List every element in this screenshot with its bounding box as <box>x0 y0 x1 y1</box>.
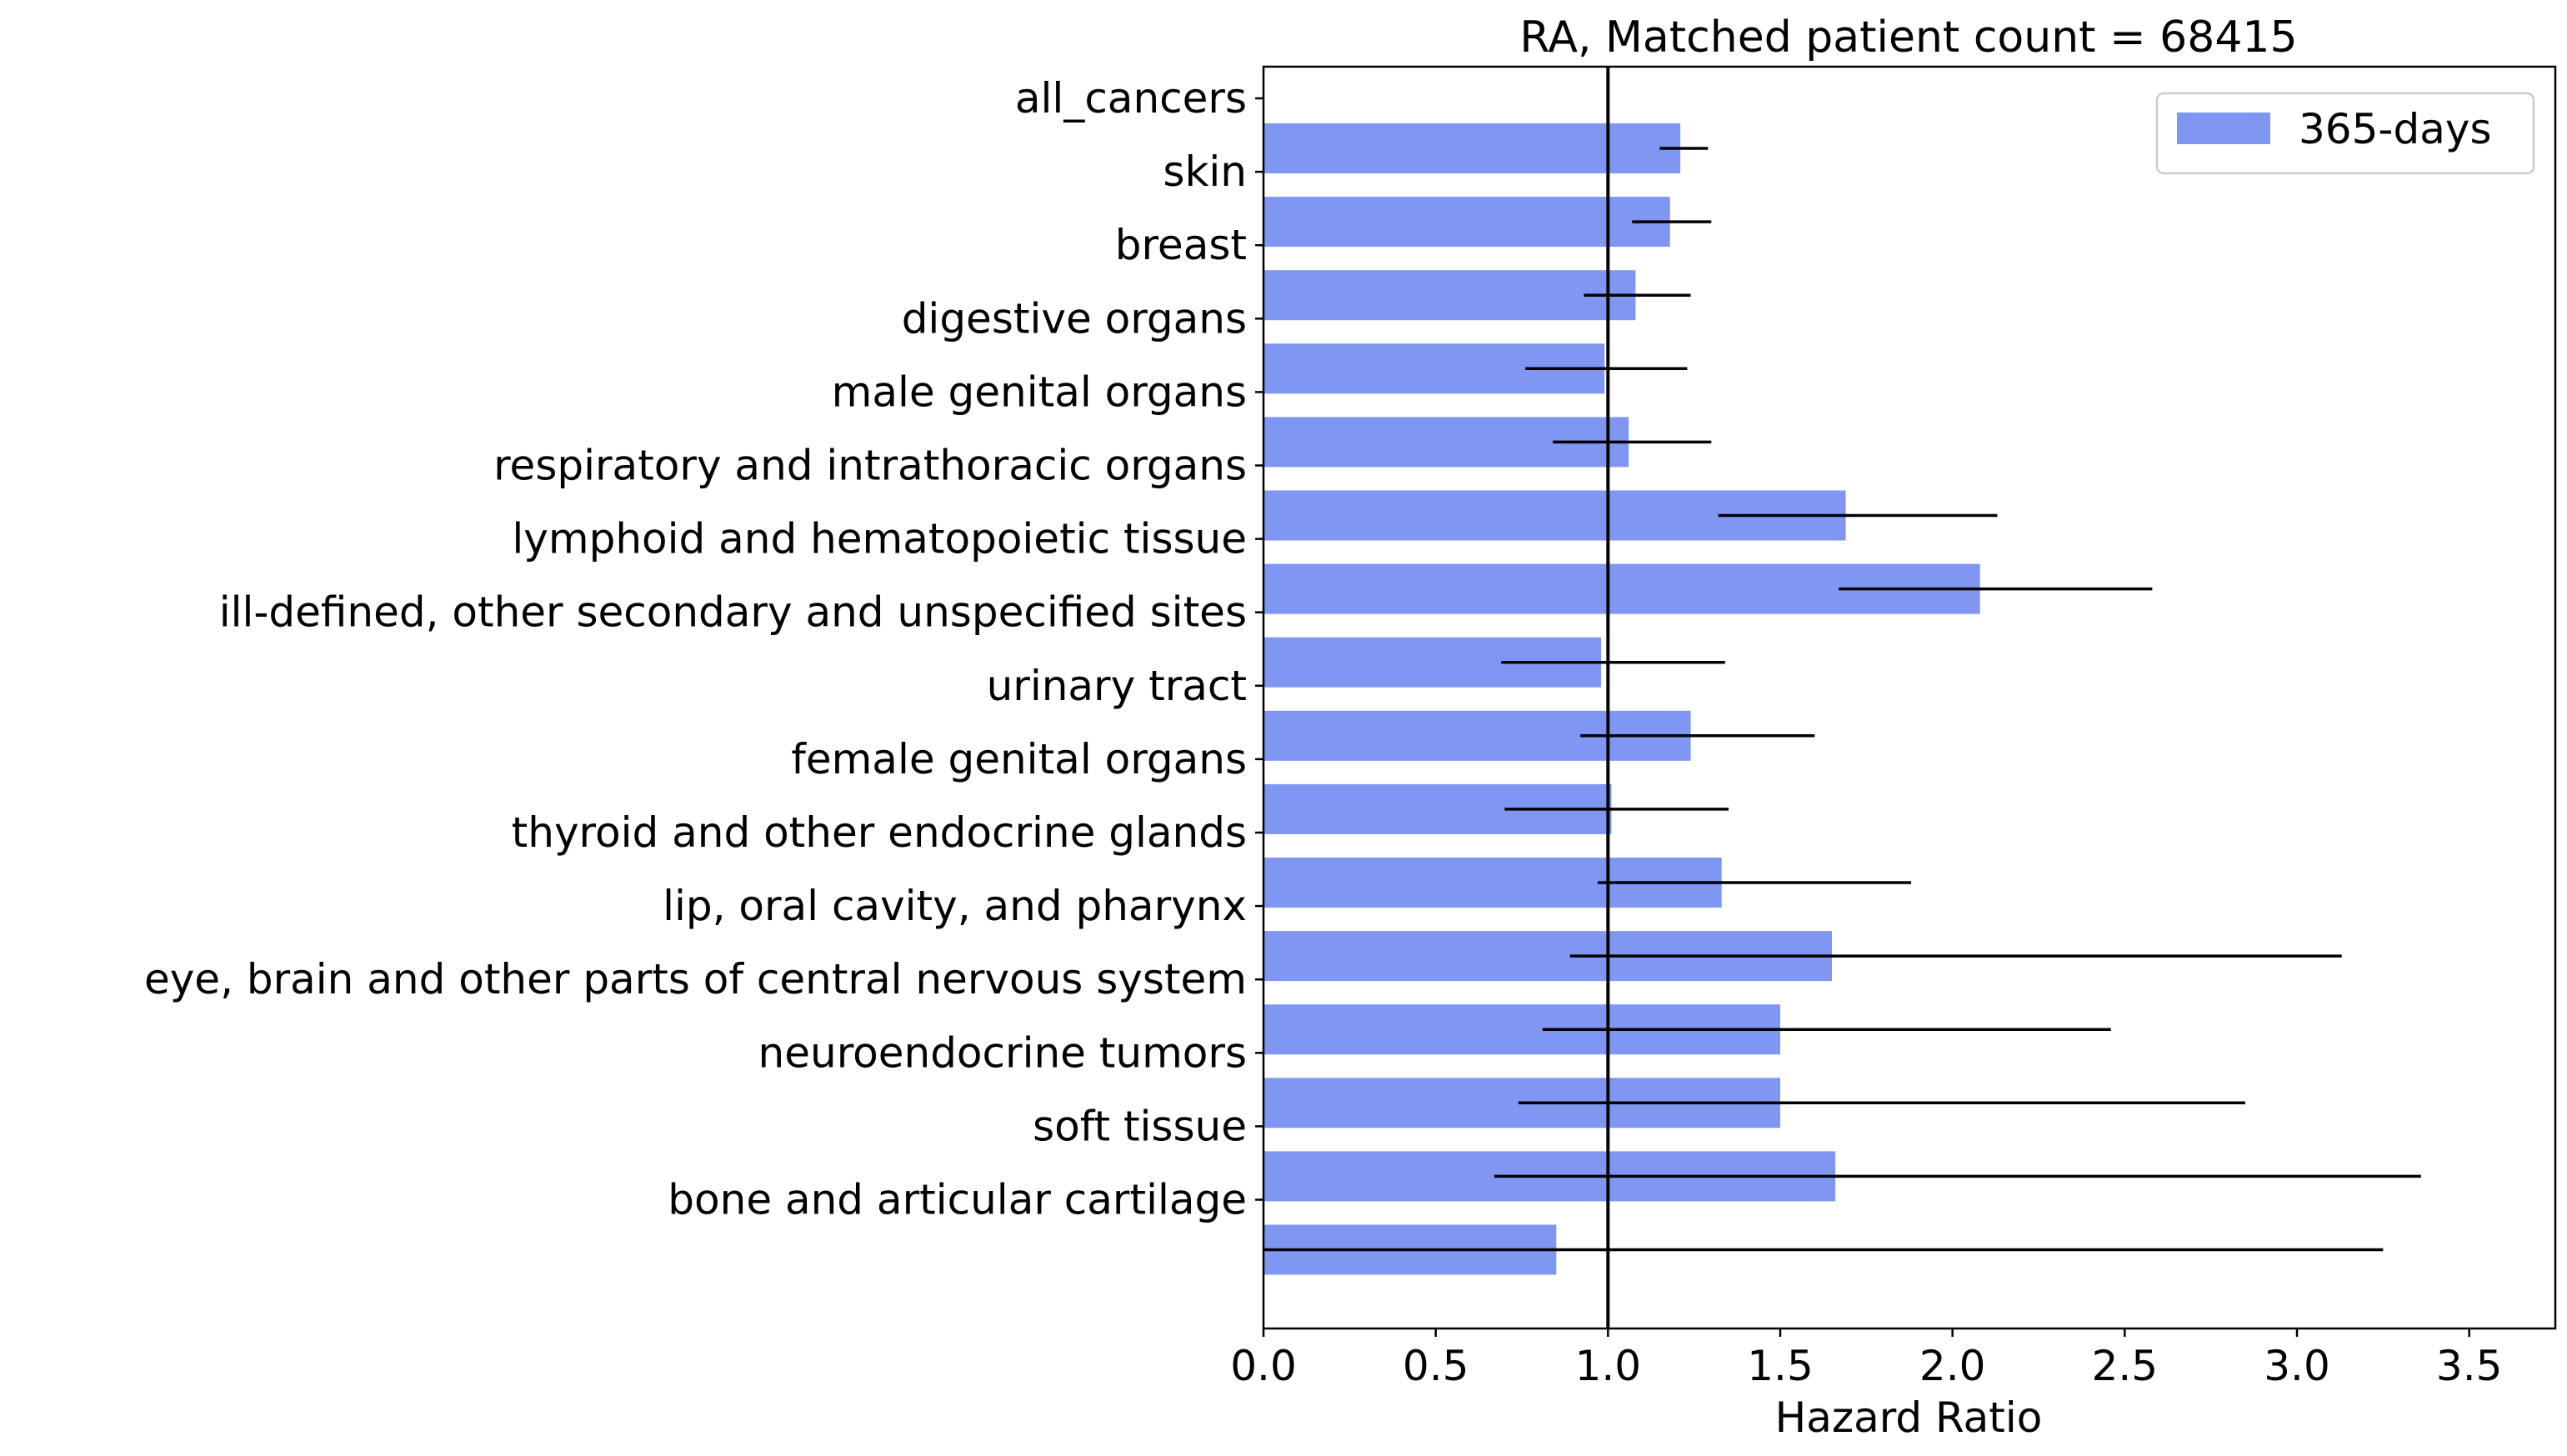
x-axis-label: Hazard Ratio <box>1775 1393 2043 1442</box>
y-tick-label-breast: breast <box>1115 221 1247 269</box>
bar-breast <box>1263 270 1636 321</box>
bar-skin <box>1263 197 1670 248</box>
y-tick-label-neuroendocrine-tumors: neuroendocrine tumors <box>758 1028 1247 1077</box>
y-tick-label-digestive-organs: digestive organs <box>902 294 1247 343</box>
y-tick-label-female-genital-organs: female genital organs <box>791 735 1247 783</box>
x-tick-label-6: 3.0 <box>2264 1342 2330 1390</box>
chart-title: RA, Matched patient count = 68415 <box>1519 13 2297 63</box>
y-tick-label-lip-oral-cavity-and-pharynx: lip, oral cavity, and pharynx <box>663 882 1247 930</box>
y-tick-label-lymphoid-and-hematopoietic-tissue: lymphoid and hematopoietic tissue <box>512 515 1247 563</box>
y-tick-label-urinary-tract: urinary tract <box>987 662 1247 710</box>
y-tick-label-eye-brain-and-other-parts-of-central-nervous-system: eye, brain and other parts of central ne… <box>144 955 1247 1003</box>
x-tick-label-1: 0.5 <box>1403 1342 1469 1390</box>
y-tick-label-male-genital-organs: male genital organs <box>832 368 1247 416</box>
legend: 365-days <box>2155 92 2535 175</box>
legend-label-365-days: 365-days <box>2299 105 2492 153</box>
x-tick-label-0: 0.0 <box>1230 1342 1297 1390</box>
x-axis: 0.0 0.5 1.0 1.5 2.0 2.5 3.0 3.5 <box>1230 1328 2502 1390</box>
x-tick-label-5: 2.5 <box>2092 1342 2159 1390</box>
y-tick-label-bone-and-articular-cartilage: bone and articular cartilage <box>668 1176 1247 1224</box>
y-tick-label-thyroid-and-other-endocrine-glands: thyroid and other endocrine glands <box>512 808 1247 857</box>
plot-frame <box>1262 65 2557 1330</box>
error-bars-layer <box>1263 147 2421 1252</box>
x-tick-label-4: 2.0 <box>1919 1342 1986 1390</box>
y-tick-label-all-cancers: all_cancers <box>1015 74 1247 123</box>
x-tick-label-7: 3.5 <box>2436 1342 2503 1390</box>
y-tick-label-ill-defined-other-secondary-and-unspecified-sites: ill-defined, other secondary and unspeci… <box>219 588 1247 637</box>
bar-all-cancers <box>1263 123 1681 173</box>
y-tick-label-skin: skin <box>1163 148 1247 196</box>
legend-swatch-365-days <box>2177 113 2270 144</box>
y-tick-label-soft-tissue: soft tissue <box>1033 1102 1247 1150</box>
y-tick-label-respiratory-and-intrathoracic-organs: respiratory and intrathoracic organs <box>493 442 1247 490</box>
bars-layer <box>1263 123 1980 1275</box>
x-tick-label-2: 1.0 <box>1575 1342 1642 1390</box>
x-tick-label-3: 1.5 <box>1747 1342 1814 1390</box>
